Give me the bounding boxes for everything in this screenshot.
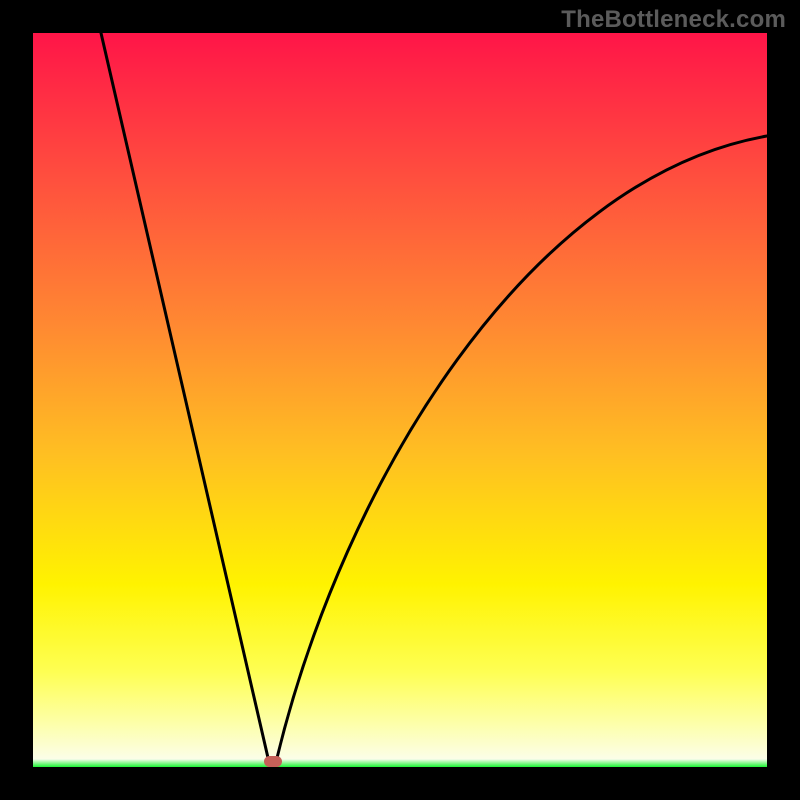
plot-area	[33, 33, 767, 767]
optimum-marker	[264, 756, 282, 767]
chart-canvas: TheBottleneck.com	[0, 0, 800, 800]
bottleneck-curve	[33, 33, 767, 767]
watermark-text: TheBottleneck.com	[561, 6, 786, 34]
curve-path	[101, 33, 767, 760]
